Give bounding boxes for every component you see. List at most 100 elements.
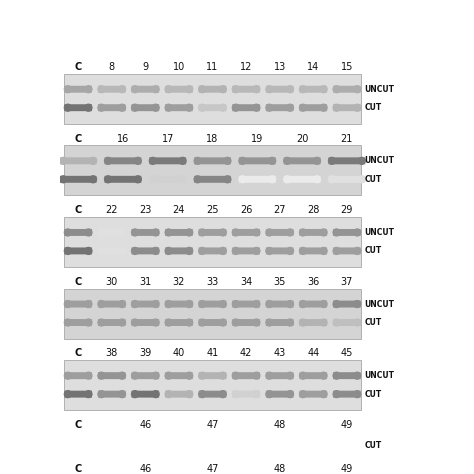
Bar xyxy=(64,74,361,124)
FancyBboxPatch shape xyxy=(199,229,226,236)
Text: 36: 36 xyxy=(307,277,319,287)
Text: C: C xyxy=(74,205,82,215)
Ellipse shape xyxy=(266,104,273,111)
Text: 16: 16 xyxy=(117,134,129,144)
FancyBboxPatch shape xyxy=(266,86,293,93)
FancyBboxPatch shape xyxy=(266,247,293,255)
FancyBboxPatch shape xyxy=(194,157,231,164)
Ellipse shape xyxy=(98,247,105,255)
Ellipse shape xyxy=(118,247,126,255)
Ellipse shape xyxy=(118,391,126,398)
FancyBboxPatch shape xyxy=(333,372,361,379)
Ellipse shape xyxy=(118,86,126,93)
Text: 26: 26 xyxy=(240,205,252,215)
Ellipse shape xyxy=(266,247,273,255)
Ellipse shape xyxy=(64,104,71,111)
Ellipse shape xyxy=(85,391,92,398)
FancyBboxPatch shape xyxy=(64,104,92,111)
Ellipse shape xyxy=(152,86,159,93)
Ellipse shape xyxy=(185,442,192,449)
Ellipse shape xyxy=(85,229,92,236)
FancyBboxPatch shape xyxy=(199,86,226,93)
Ellipse shape xyxy=(320,247,327,255)
Ellipse shape xyxy=(300,391,307,398)
FancyBboxPatch shape xyxy=(300,86,327,93)
Text: 21: 21 xyxy=(341,134,353,144)
Ellipse shape xyxy=(85,319,92,326)
Text: CUT: CUT xyxy=(365,318,382,327)
Ellipse shape xyxy=(358,176,365,183)
Ellipse shape xyxy=(199,86,206,93)
Text: 18: 18 xyxy=(206,134,219,144)
FancyBboxPatch shape xyxy=(333,229,361,236)
Ellipse shape xyxy=(85,86,92,93)
Ellipse shape xyxy=(199,372,206,379)
Ellipse shape xyxy=(320,229,327,236)
FancyBboxPatch shape xyxy=(239,157,276,164)
Ellipse shape xyxy=(313,176,320,183)
Ellipse shape xyxy=(232,301,239,308)
Ellipse shape xyxy=(98,391,105,398)
Ellipse shape xyxy=(152,229,159,236)
FancyBboxPatch shape xyxy=(149,176,186,183)
Ellipse shape xyxy=(253,301,260,308)
Ellipse shape xyxy=(301,442,307,449)
FancyBboxPatch shape xyxy=(165,104,193,111)
FancyBboxPatch shape xyxy=(199,319,226,326)
Text: 11: 11 xyxy=(206,62,219,72)
Ellipse shape xyxy=(354,229,361,236)
FancyBboxPatch shape xyxy=(300,301,327,308)
Ellipse shape xyxy=(149,176,156,183)
Ellipse shape xyxy=(287,247,293,255)
Ellipse shape xyxy=(328,157,336,164)
Ellipse shape xyxy=(219,391,226,398)
Ellipse shape xyxy=(224,176,231,183)
FancyBboxPatch shape xyxy=(98,229,126,236)
FancyBboxPatch shape xyxy=(333,86,361,93)
Ellipse shape xyxy=(320,319,327,326)
Ellipse shape xyxy=(232,391,239,398)
FancyBboxPatch shape xyxy=(60,176,97,183)
Text: 48: 48 xyxy=(273,464,286,474)
Text: C: C xyxy=(74,134,82,144)
Text: 48: 48 xyxy=(273,420,286,430)
Ellipse shape xyxy=(64,247,71,255)
FancyBboxPatch shape xyxy=(199,372,226,379)
Ellipse shape xyxy=(194,176,201,183)
Ellipse shape xyxy=(320,301,327,308)
Ellipse shape xyxy=(232,319,239,326)
Text: 13: 13 xyxy=(273,62,286,72)
Ellipse shape xyxy=(60,176,67,183)
Ellipse shape xyxy=(152,372,159,379)
Ellipse shape xyxy=(287,229,293,236)
Ellipse shape xyxy=(199,391,206,398)
Ellipse shape xyxy=(219,372,226,379)
FancyBboxPatch shape xyxy=(132,104,159,111)
Text: CUT: CUT xyxy=(365,390,382,399)
Ellipse shape xyxy=(118,104,126,111)
Text: 29: 29 xyxy=(341,205,353,215)
Ellipse shape xyxy=(219,86,226,93)
FancyBboxPatch shape xyxy=(98,372,126,379)
Text: 10: 10 xyxy=(173,62,185,72)
Ellipse shape xyxy=(199,229,206,236)
Ellipse shape xyxy=(85,104,92,111)
Ellipse shape xyxy=(64,229,71,236)
FancyBboxPatch shape xyxy=(165,229,193,236)
Ellipse shape xyxy=(219,247,226,255)
Ellipse shape xyxy=(165,229,172,236)
FancyBboxPatch shape xyxy=(64,372,92,379)
FancyBboxPatch shape xyxy=(199,301,226,308)
Text: UNCUT: UNCUT xyxy=(365,300,394,309)
Ellipse shape xyxy=(152,247,159,255)
Text: 27: 27 xyxy=(273,205,286,215)
Text: 49: 49 xyxy=(341,464,353,474)
FancyBboxPatch shape xyxy=(300,104,327,111)
Ellipse shape xyxy=(132,86,138,93)
Ellipse shape xyxy=(320,372,327,379)
Text: 32: 32 xyxy=(173,277,185,287)
FancyBboxPatch shape xyxy=(266,229,293,236)
Ellipse shape xyxy=(320,104,327,111)
Text: UNCUT: UNCUT xyxy=(365,156,394,165)
Text: 28: 28 xyxy=(307,205,319,215)
